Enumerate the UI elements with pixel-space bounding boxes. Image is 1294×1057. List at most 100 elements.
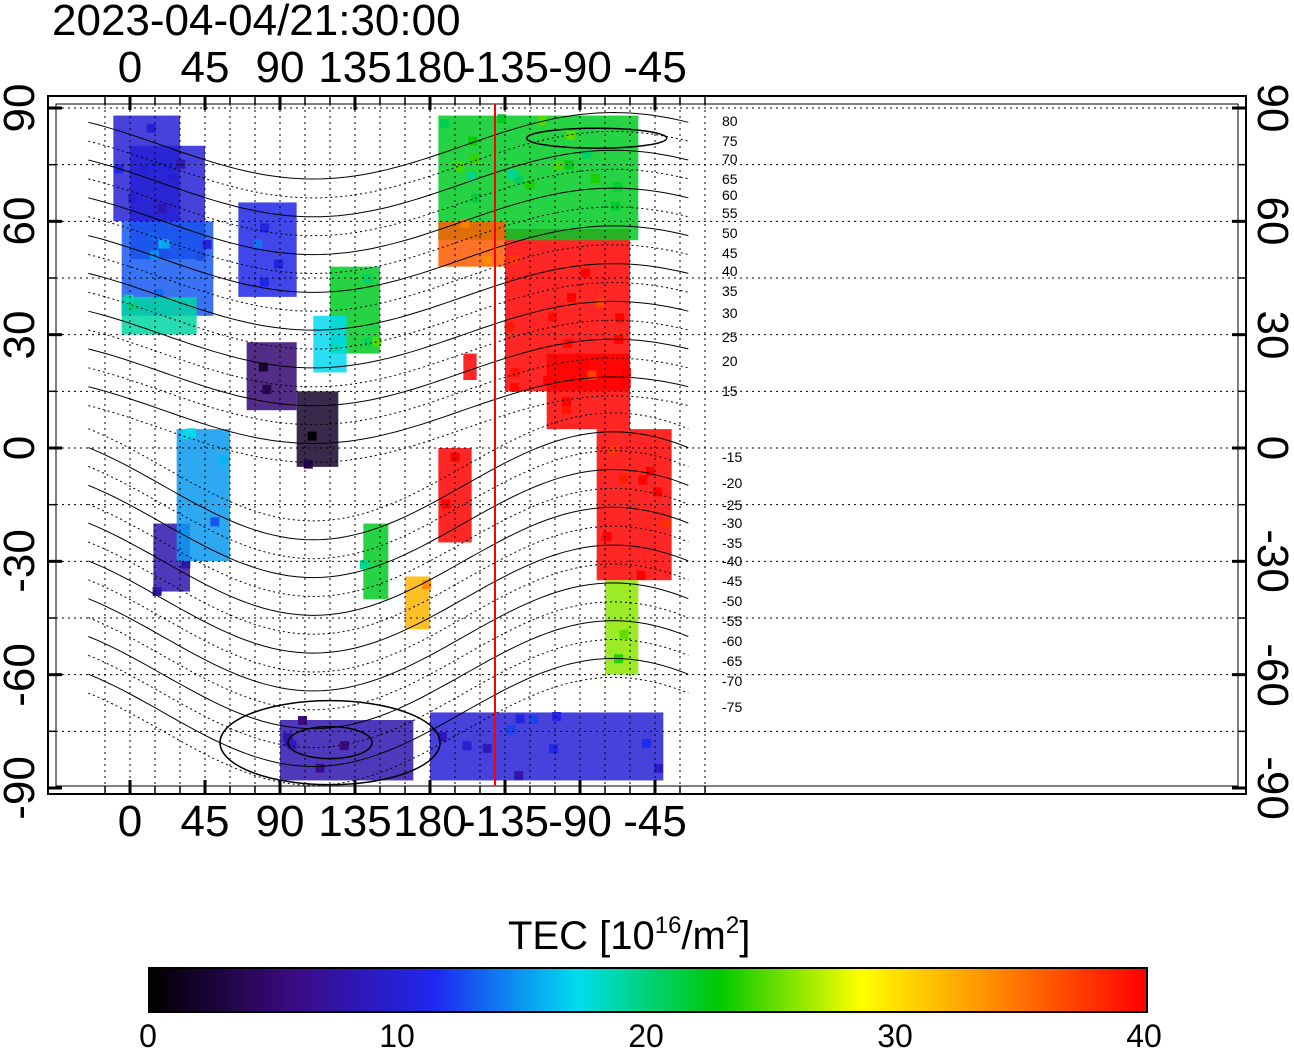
tec-pixel [549,744,558,753]
tec-pixel [148,232,157,241]
contour-label: 30 [722,305,738,321]
tec-region-patagonia [605,580,638,674]
tec-pixel [611,202,620,211]
tec-fill [280,720,413,780]
tec-pixel [124,295,133,304]
contour-label: 15 [722,383,738,399]
tec-pixel [613,182,622,191]
tec-pixel [515,175,524,184]
contour-label: -35 [722,535,742,551]
tec-pixel [463,741,472,750]
tec-pixel [298,716,307,725]
lon-tick-label: 180 [393,800,466,844]
lat-tick-label: -60 [0,643,42,707]
colorbar-tick-label: 40 [1126,1018,1162,1054]
tec-pixel [622,378,631,387]
tec-pixel [567,293,576,302]
tec-pixel [363,274,372,283]
lat-tick-label: 90 [1250,84,1294,133]
tec-pixel [591,174,600,183]
tec-pixel [511,368,520,377]
colorbar-tick-label: 20 [628,1018,664,1054]
contour-label: -55 [722,613,742,629]
contour-label: 20 [722,353,738,369]
tec-region-mediterranean [122,295,197,335]
tec-fill [547,354,630,430]
tec-pixel [562,397,571,406]
lon-tick-label: -90 [548,800,612,844]
lat-tick-label: -30 [1250,530,1294,594]
lat-tick-label: -90 [0,756,42,820]
lat-tick-label: 0 [0,436,42,460]
lat-tick-label: -30 [0,530,42,594]
tec-pixel [451,453,460,462]
lon-tick-label: 0 [118,46,142,90]
lon-tick-label: -45 [623,800,687,844]
lon-tick-label: -135 [461,46,549,90]
tec-pixel [510,383,519,392]
tec-pixel [262,385,271,394]
contour-label: 80 [722,113,738,129]
lon-tick-label: -135 [461,800,549,844]
lon-tick-label: -90 [548,46,612,90]
contour-label: -40 [722,553,742,569]
tec-pixel [620,630,629,639]
tec-pixel [483,744,492,753]
colorbar-tick-label: 0 [139,1018,157,1054]
tec-region-southeast-asia [297,391,339,468]
tec-pixel [442,499,451,508]
tec-pixel [615,313,624,322]
lon-tick-label: 180 [393,46,466,90]
lat-tick-label: 90 [0,84,42,133]
lon-tick-label: 90 [256,46,305,90]
contour-label: 65 [722,171,738,187]
tec-pixel [253,240,262,249]
tec-pixel [364,337,373,346]
contour-label: 35 [722,283,738,299]
lon-tick-label: 45 [181,46,230,90]
colorbar-title-exponent: 16 [655,912,682,939]
colorbar-title-unit-exponent: 2 [726,912,739,939]
tec-pixel [440,119,449,128]
tec-pixel [147,124,156,133]
contour-label: 60 [722,187,738,203]
colorbar-tick-label: 10 [379,1018,415,1054]
contour-label: -50 [722,593,742,609]
contour-label: 45 [722,245,738,261]
tec-region-antarctica-west [430,712,663,780]
contour-label: 50 [722,225,738,241]
contour-label: -30 [722,515,742,531]
contour-label: -15 [722,449,742,465]
lat-tick-label: 30 [1250,310,1294,359]
tec-pixel [163,162,172,171]
tec-pixel [516,714,525,723]
tec-pixel [153,587,162,596]
contour-label: -20 [722,475,742,491]
tec-region-central-america [547,354,631,430]
lat-tick-label: 60 [1250,197,1294,246]
tec-pixel [308,432,317,441]
tec-pixel [506,725,515,734]
colorbar-title-suffix: ] [739,914,750,958]
tec-region-south-america [597,429,672,580]
lon-tick-label: 135 [318,800,391,844]
tec-pixel [603,532,612,541]
tec-region-russia-patches [238,202,296,296]
lat-tick-label: 60 [0,197,42,246]
contour-label: -25 [722,497,742,513]
tec-pixel [642,739,651,748]
lon-tick-label: 135 [318,46,391,90]
tec-pixel [619,474,628,483]
colorbar-title-unit: /m [681,914,725,958]
tec-pixel [638,476,647,485]
tec-pixel [637,571,646,580]
tec-pixel [548,313,557,322]
colorbar [148,967,1148,1013]
tec-pixel [529,714,538,723]
tec-fill [597,429,672,580]
tec-pixel [203,240,212,249]
lat-tick-label: -60 [1250,643,1294,707]
tec-pixel [505,322,514,331]
lon-tick-label: -45 [623,46,687,90]
